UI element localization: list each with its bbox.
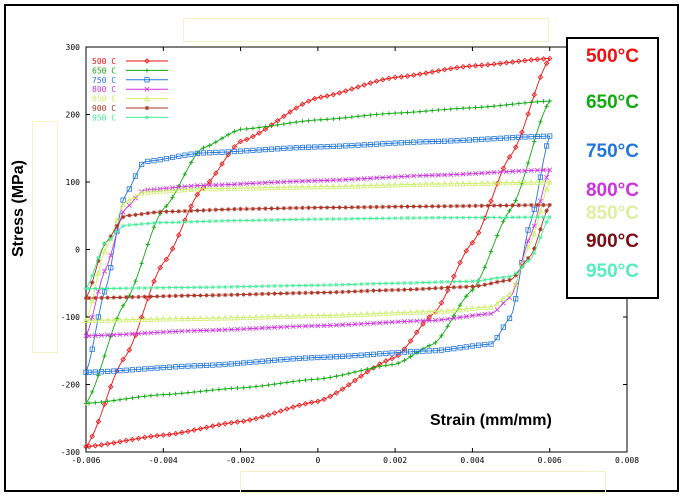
legend-small-label: 500 C xyxy=(92,57,116,66)
legend-small-label: 750 C xyxy=(92,76,116,85)
y-axis-label: Stress (MPa) xyxy=(10,160,28,257)
y-tick-label: 300 xyxy=(66,43,81,52)
loop-line xyxy=(85,135,551,373)
temperature-label: 900°C xyxy=(585,231,640,252)
y-tick-label: 100 xyxy=(66,178,81,187)
loop-line xyxy=(85,181,551,321)
legend-small-marker xyxy=(144,115,150,120)
hysteresis-loop-650-c xyxy=(83,98,552,406)
legend-small-label: 950 C xyxy=(92,113,116,122)
x-tick-label: 0.008 xyxy=(615,456,639,465)
x-tick-label: 0.004 xyxy=(460,456,484,465)
legend-small-label: 900 C xyxy=(92,104,116,113)
legend-small-marker xyxy=(144,58,150,64)
temperature-legend-box: 500°C 650°C 750°C 800°C 850°C 900°C 950°C xyxy=(566,37,659,299)
x-tick-label: 0.006 xyxy=(538,456,562,465)
y-tick-label: -100 xyxy=(61,313,80,322)
loop-line xyxy=(85,169,551,337)
ticks-group: -0.006 -0.004 -0.002 0 0.002 0.004 0.006 0.008 3… xyxy=(61,43,639,465)
temperature-label: 800°C xyxy=(585,180,640,201)
loop-line xyxy=(85,58,551,448)
hysteresis-loop-950-c xyxy=(83,215,552,291)
legend-small-marker xyxy=(144,105,150,111)
hysteresis-loop-900-c xyxy=(83,202,552,301)
y-tick-label: -200 xyxy=(61,381,80,390)
y-tick-label: 0 xyxy=(75,246,80,255)
hysteresis-loop-500-c xyxy=(83,55,553,450)
hysteresis-loop-850-c xyxy=(83,178,553,323)
y-tick-label: 200 xyxy=(66,111,81,120)
temperature-label: 750°C xyxy=(585,141,640,162)
legend-small-marker xyxy=(144,95,150,102)
legend-small-label: 650 C xyxy=(92,66,116,75)
title-placeholder-box xyxy=(183,18,549,42)
legend-small-label: 800 C xyxy=(92,85,116,94)
x-tick-label: -0.002 xyxy=(226,456,255,465)
ylabel-placeholder-box xyxy=(32,121,58,353)
temperature-label: 950°C xyxy=(585,261,640,282)
xlabel-placeholder-box xyxy=(240,471,606,493)
x-tick-label: 0.002 xyxy=(383,456,407,465)
legend-small-marker xyxy=(144,68,150,73)
y-tick-label: -300 xyxy=(61,448,80,457)
legend-small-label: 850 C xyxy=(92,95,116,104)
temperature-label: 850°C xyxy=(585,203,640,224)
x-tick-label: 0 xyxy=(315,456,320,465)
x-tick-label: -0.006 xyxy=(72,456,101,465)
x-tick-label: -0.004 xyxy=(149,456,178,465)
hysteresis-loop-800-c xyxy=(83,167,553,339)
x-axis-label: Strain (mm/mm) xyxy=(430,412,552,429)
hysteresis-loop-750-c xyxy=(83,133,553,375)
temperature-label: 650°C xyxy=(585,92,640,113)
loop-line xyxy=(85,100,551,404)
temperature-label: 500°C xyxy=(585,46,640,67)
legend-small-marker xyxy=(144,86,150,92)
curves-group xyxy=(83,55,553,450)
legend-small-marker xyxy=(144,77,150,83)
